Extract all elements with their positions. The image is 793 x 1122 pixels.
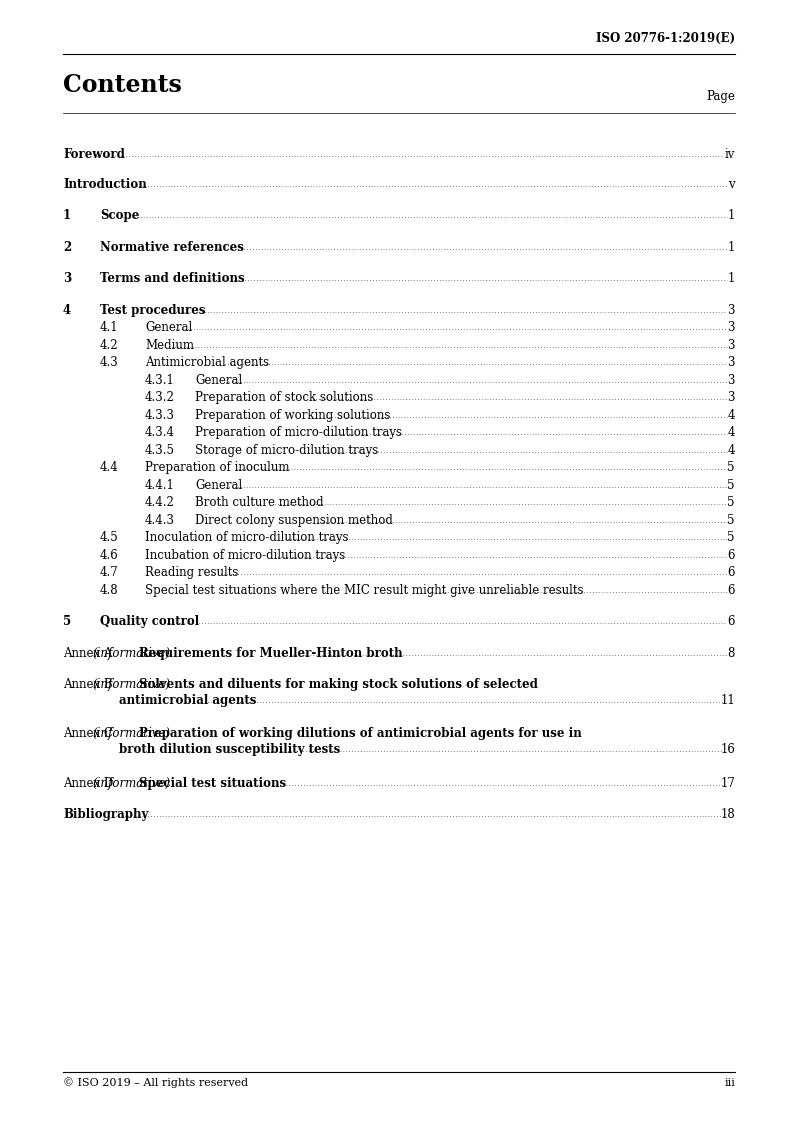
Text: General: General — [195, 374, 242, 386]
Text: Special test situations: Special test situations — [140, 776, 286, 790]
Text: 4.4: 4.4 — [100, 461, 119, 473]
Text: Solvents and diluents for making stock solutions of selected: Solvents and diluents for making stock s… — [140, 678, 538, 691]
Text: 4.8: 4.8 — [100, 583, 119, 597]
Text: 1: 1 — [728, 272, 735, 285]
Text: 4.3.3: 4.3.3 — [145, 408, 175, 422]
Text: Requirements for Mueller-Hinton broth: Requirements for Mueller-Hinton broth — [140, 646, 403, 660]
Text: Annex D: Annex D — [63, 776, 113, 790]
Text: 5: 5 — [727, 514, 735, 526]
Text: Direct colony suspension method: Direct colony suspension method — [195, 514, 393, 526]
Text: 6: 6 — [727, 615, 735, 628]
Text: Annex B: Annex B — [63, 678, 113, 691]
Text: 4.4.1: 4.4.1 — [145, 478, 175, 491]
Text: 5: 5 — [63, 615, 71, 628]
Text: 4.4.2: 4.4.2 — [145, 496, 175, 509]
Text: 16: 16 — [720, 744, 735, 756]
Text: 1: 1 — [63, 209, 71, 222]
Text: iv: iv — [725, 148, 735, 160]
Text: v: v — [729, 177, 735, 191]
Text: 5: 5 — [727, 496, 735, 509]
Text: antimicrobial agents: antimicrobial agents — [119, 695, 256, 707]
Text: Contents: Contents — [63, 73, 182, 96]
Text: Quality control: Quality control — [100, 615, 199, 628]
Text: © ISO 2019 – All rights reserved: © ISO 2019 – All rights reserved — [63, 1077, 248, 1088]
Text: 6: 6 — [727, 583, 735, 597]
Text: 3: 3 — [727, 356, 735, 369]
Text: Bibliography: Bibliography — [63, 808, 148, 821]
Text: Storage of micro-dilution trays: Storage of micro-dilution trays — [195, 443, 378, 457]
Text: 3: 3 — [727, 390, 735, 404]
Text: 3: 3 — [727, 339, 735, 351]
Text: 18: 18 — [720, 808, 735, 821]
Text: (informative): (informative) — [93, 678, 170, 691]
Text: 2: 2 — [63, 240, 71, 254]
Text: 4.1: 4.1 — [100, 321, 119, 334]
Text: 4.5: 4.5 — [100, 531, 119, 544]
Text: Preparation of inoculum: Preparation of inoculum — [145, 461, 289, 473]
Text: Antimicrobial agents: Antimicrobial agents — [145, 356, 269, 369]
Text: (informative): (informative) — [93, 776, 170, 790]
Text: Annex C: Annex C — [63, 727, 113, 741]
Text: 4.6: 4.6 — [100, 549, 119, 561]
Text: Broth culture method: Broth culture method — [195, 496, 324, 509]
Text: 4.3.5: 4.3.5 — [145, 443, 175, 457]
Text: Preparation of micro-dilution trays: Preparation of micro-dilution trays — [195, 426, 402, 439]
Text: Test procedures: Test procedures — [100, 303, 205, 316]
Text: 4.3.1: 4.3.1 — [145, 374, 175, 386]
Text: 4: 4 — [727, 408, 735, 422]
Text: iii: iii — [724, 1078, 735, 1088]
Text: Page: Page — [706, 90, 735, 103]
Text: 3: 3 — [727, 374, 735, 386]
Text: (informative): (informative) — [93, 646, 170, 660]
Text: Medium: Medium — [145, 339, 194, 351]
Text: broth dilution susceptibility tests: broth dilution susceptibility tests — [119, 744, 340, 756]
Text: 6: 6 — [727, 549, 735, 561]
Text: 5: 5 — [727, 461, 735, 473]
Text: Reading results: Reading results — [145, 565, 239, 579]
Text: 1: 1 — [728, 240, 735, 254]
Text: General: General — [195, 478, 242, 491]
Text: Preparation of working solutions: Preparation of working solutions — [195, 408, 390, 422]
Text: 4.3.2: 4.3.2 — [145, 390, 175, 404]
Text: 4.3.4: 4.3.4 — [145, 426, 175, 439]
Text: 11: 11 — [720, 695, 735, 707]
Text: Foreword: Foreword — [63, 148, 125, 160]
Text: 17: 17 — [720, 776, 735, 790]
Text: 4.7: 4.7 — [100, 565, 119, 579]
Text: Introduction: Introduction — [63, 177, 147, 191]
Text: 4.4.3: 4.4.3 — [145, 514, 175, 526]
Text: 4.3: 4.3 — [100, 356, 119, 369]
Text: 4: 4 — [727, 443, 735, 457]
Text: Special test situations where the MIC result might give unreliable results: Special test situations where the MIC re… — [145, 583, 584, 597]
Text: 5: 5 — [727, 531, 735, 544]
Text: ISO 20776-1:2019(E): ISO 20776-1:2019(E) — [596, 33, 735, 45]
Text: 6: 6 — [727, 565, 735, 579]
Text: Inoculation of micro-dilution trays: Inoculation of micro-dilution trays — [145, 531, 348, 544]
Text: Annex A: Annex A — [63, 646, 113, 660]
Text: (informative): (informative) — [93, 727, 170, 741]
Text: Preparation of stock solutions: Preparation of stock solutions — [195, 390, 374, 404]
Text: 1: 1 — [728, 209, 735, 222]
Text: 8: 8 — [728, 646, 735, 660]
Text: 4.2: 4.2 — [100, 339, 119, 351]
Text: Normative references: Normative references — [100, 240, 244, 254]
Text: Preparation of working dilutions of antimicrobial agents for use in: Preparation of working dilutions of anti… — [140, 727, 582, 741]
Text: Incubation of micro-dilution trays: Incubation of micro-dilution trays — [145, 549, 345, 561]
Text: 3: 3 — [727, 303, 735, 316]
Text: Scope: Scope — [100, 209, 140, 222]
Text: General: General — [145, 321, 192, 334]
Text: 4: 4 — [727, 426, 735, 439]
Text: 5: 5 — [727, 478, 735, 491]
Text: 3: 3 — [63, 272, 71, 285]
Text: 4: 4 — [63, 303, 71, 316]
Text: 3: 3 — [727, 321, 735, 334]
Text: Terms and definitions: Terms and definitions — [100, 272, 244, 285]
